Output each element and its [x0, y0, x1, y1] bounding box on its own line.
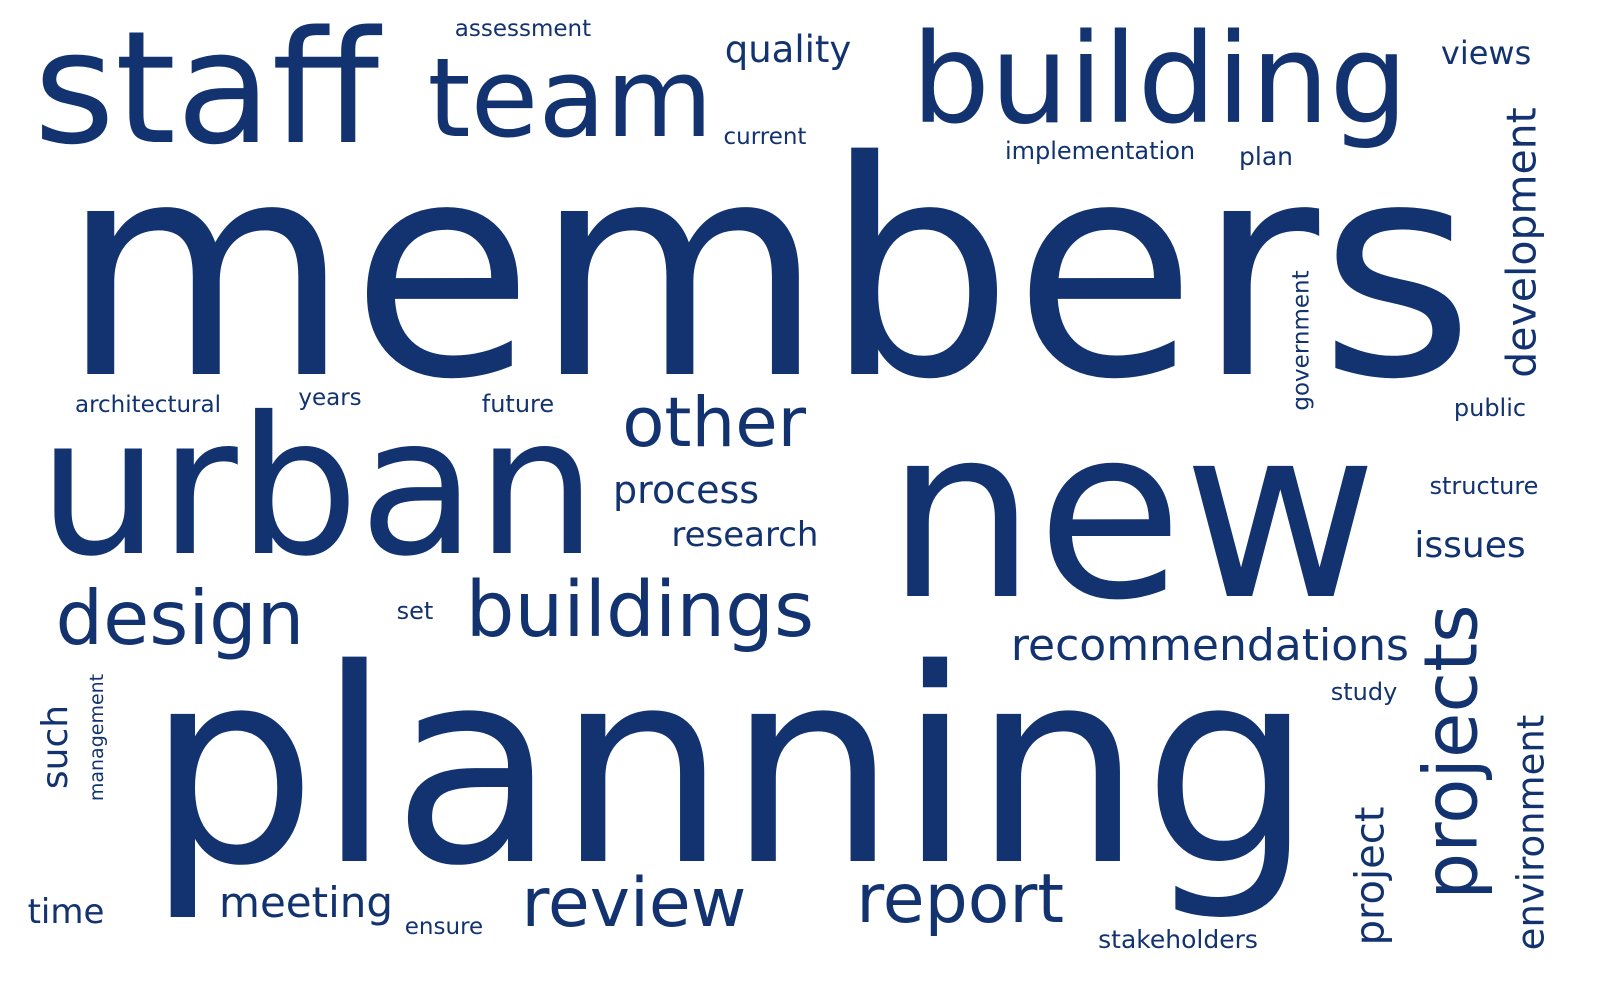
word-years: years	[298, 384, 362, 411]
word-ensure: ensure	[404, 913, 484, 940]
word-architectural: architectural	[74, 391, 221, 418]
word-development: development	[1497, 106, 1546, 378]
word-project: project	[1347, 806, 1394, 946]
word-quality: quality	[724, 27, 852, 71]
word-members: members	[60, 98, 1475, 445]
word-environment: environment	[1509, 714, 1553, 950]
word-set: set	[396, 597, 434, 625]
word-new: new	[885, 376, 1378, 653]
word-views: views	[1440, 34, 1532, 72]
word-recommendations: recommendations	[1010, 620, 1409, 671]
word-staff: staff	[33, 0, 380, 179]
word-stakeholders: stakeholders	[1098, 924, 1258, 954]
word-meeting: meeting	[219, 878, 394, 927]
word-issues: issues	[1414, 525, 1526, 566]
word-building: building	[911, 8, 1409, 152]
word-structure: structure	[1429, 472, 1539, 500]
word-team: team	[427, 34, 713, 162]
word-projects: projects	[1409, 604, 1496, 900]
word-current: current	[723, 123, 807, 150]
word-future: future	[481, 390, 555, 418]
word-review: review	[521, 864, 747, 943]
word-report: report	[856, 860, 1064, 939]
word-buildings: buildings	[465, 565, 815, 655]
word-other: other	[622, 382, 807, 463]
word-study: study	[1330, 678, 1398, 706]
word-planning: planning	[146, 611, 1314, 925]
word-such: such	[34, 704, 76, 790]
word-public: public	[1453, 394, 1527, 422]
word-process: process	[613, 468, 760, 512]
word-plan: plan	[1239, 141, 1293, 171]
word-government: government	[1288, 269, 1315, 411]
word-management: management	[86, 673, 109, 801]
word-design: design	[55, 573, 305, 662]
word-research: research	[671, 515, 819, 555]
word-implementation: implementation	[1004, 137, 1196, 165]
word-assessment: assessment	[454, 15, 592, 42]
word-urban: urban	[38, 376, 598, 599]
word-time: time	[27, 892, 105, 932]
